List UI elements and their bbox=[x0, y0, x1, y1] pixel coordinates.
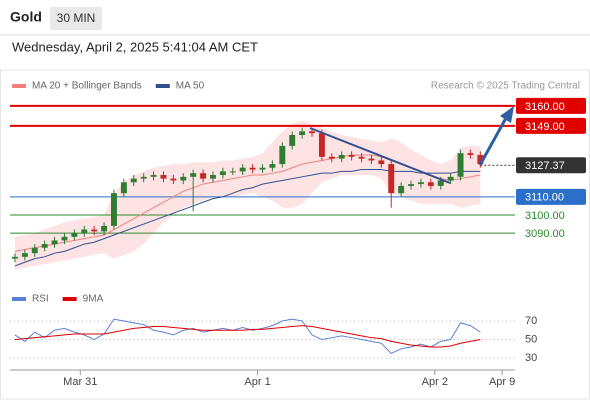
indicator-line bbox=[14, 318, 481, 355]
candle-body bbox=[71, 233, 78, 237]
candle-body bbox=[318, 133, 325, 157]
x-tick-label: Mar 31 bbox=[63, 376, 97, 388]
level-label: 3160.00 bbox=[525, 101, 565, 113]
candle-body bbox=[111, 193, 117, 226]
rsi-panel: 30 50 70 bbox=[10, 315, 537, 364]
candle-body bbox=[447, 176, 454, 181]
level-box bbox=[516, 188, 586, 205]
candle-body bbox=[328, 156, 335, 159]
candle-body bbox=[427, 182, 434, 186]
candle-body bbox=[41, 244, 48, 248]
candle-body bbox=[170, 178, 177, 181]
moving-average bbox=[14, 169, 481, 267]
indicator-line bbox=[14, 325, 481, 348]
candle-body bbox=[259, 167, 266, 170]
candle-body bbox=[51, 240, 58, 245]
arrow-head bbox=[500, 106, 514, 123]
candle-body bbox=[11, 256, 18, 259]
x-tick-label: Apr 9 bbox=[489, 376, 515, 388]
candle-body bbox=[408, 184, 414, 186]
legend-label: MA 50 bbox=[176, 81, 205, 92]
candle-body bbox=[457, 153, 464, 177]
level-label: 3127.37 bbox=[525, 160, 565, 172]
level-box bbox=[516, 117, 586, 134]
forecast-arrow bbox=[478, 117, 508, 166]
candle-body bbox=[338, 155, 345, 159]
trend-line bbox=[309, 127, 451, 184]
candle-body bbox=[239, 167, 246, 172]
candle-body bbox=[160, 175, 167, 179]
candle-body bbox=[417, 182, 424, 185]
candle-body bbox=[437, 180, 444, 186]
level-box bbox=[516, 97, 586, 114]
x-tick-label: Apr 2 bbox=[422, 376, 448, 388]
candle-body bbox=[130, 178, 137, 183]
candle-body bbox=[101, 225, 108, 232]
candle-body bbox=[210, 175, 216, 179]
candle-body bbox=[229, 171, 236, 173]
legend-swatch bbox=[62, 297, 77, 301]
legend-swatch bbox=[155, 84, 170, 88]
legend-swatch bbox=[12, 84, 26, 88]
candle-body bbox=[388, 164, 395, 194]
candle-body bbox=[150, 175, 157, 177]
candle-body bbox=[180, 176, 187, 181]
candle-body bbox=[21, 253, 28, 257]
x-tick-label: Apr 1 bbox=[244, 376, 270, 388]
level-box bbox=[516, 157, 586, 174]
candle-body bbox=[120, 182, 127, 194]
candle-body bbox=[378, 160, 385, 165]
level-label: 3100.00 bbox=[525, 210, 565, 222]
timeframe: 30 MIN bbox=[57, 11, 96, 25]
candle-body bbox=[61, 236, 68, 241]
source: Research © 2025 Trading Central bbox=[431, 81, 580, 92]
candle-body bbox=[348, 155, 355, 157]
y-tick-label: 30 bbox=[525, 352, 537, 364]
candle-body bbox=[279, 145, 286, 165]
candle-body bbox=[190, 173, 197, 177]
level-label: 3149.00 bbox=[525, 121, 565, 133]
candle-body bbox=[81, 229, 88, 234]
candle-body bbox=[249, 167, 256, 170]
instrument-title: Gold bbox=[10, 9, 42, 25]
legend-swatch bbox=[12, 297, 26, 301]
candle-body bbox=[289, 135, 296, 146]
candle-body bbox=[31, 247, 38, 254]
timeframe-box bbox=[50, 7, 102, 30]
candle-body bbox=[398, 185, 405, 194]
candle-body bbox=[200, 173, 207, 179]
date-subtitle: Wednesday, April 2, 2025 5:41:04 AM CET bbox=[12, 39, 258, 54]
level-label: 3090.00 bbox=[525, 228, 565, 240]
candle-body bbox=[309, 131, 315, 134]
candle-body bbox=[269, 164, 276, 168]
y-tick-label: 50 bbox=[525, 333, 537, 345]
y-tick-label: 70 bbox=[525, 315, 537, 327]
level-label: 3110.00 bbox=[525, 192, 564, 204]
candle-body bbox=[477, 155, 484, 165]
legend-label: 9MA bbox=[83, 294, 104, 305]
candle-body bbox=[140, 176, 147, 179]
legend-label: MA 20 + Bollinger Bands bbox=[32, 81, 142, 92]
candle-body bbox=[368, 158, 375, 161]
candle-body bbox=[358, 156, 365, 159]
legend-label: RSI bbox=[32, 294, 49, 305]
candle-body bbox=[91, 229, 98, 232]
price-panel: 3160.00 3149.00 3127.37 3110.00 3100.00 3090.… bbox=[10, 97, 586, 388]
candle-body bbox=[467, 153, 474, 155]
candle-body bbox=[299, 131, 306, 135]
candle-body bbox=[219, 171, 226, 175]
